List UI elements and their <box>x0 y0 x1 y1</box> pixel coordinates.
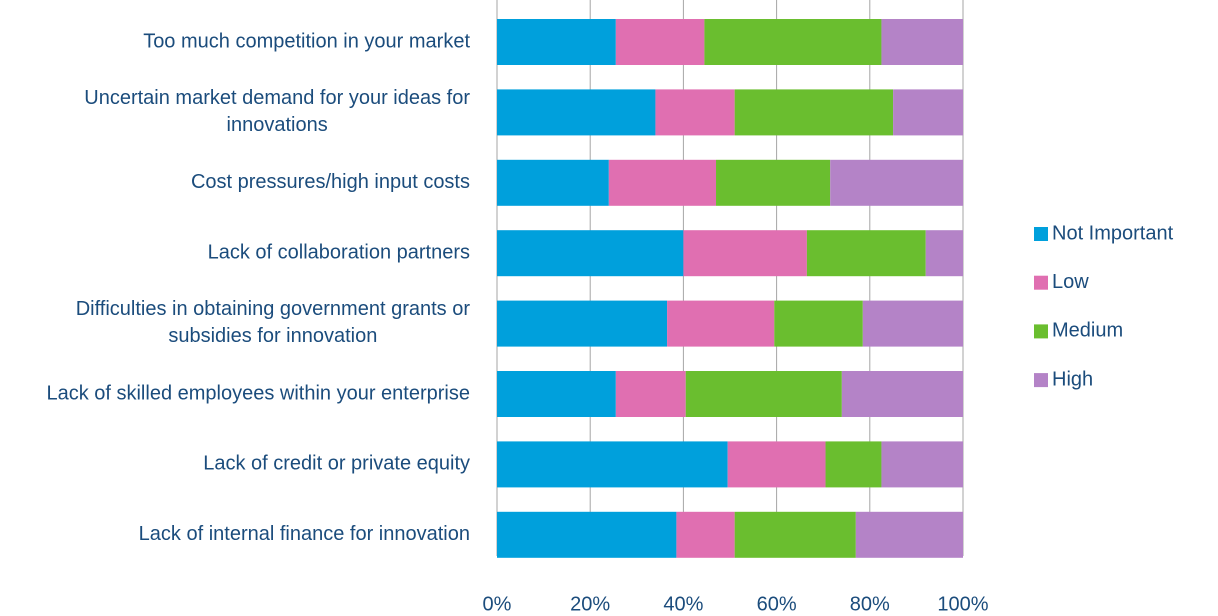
bar-segment <box>841 371 963 417</box>
y-tick-label: Lack of skilled employees within your en… <box>46 382 470 404</box>
bar-segment <box>497 89 656 136</box>
bar-segment <box>727 441 826 488</box>
bar-segment <box>734 89 894 136</box>
x-tick-label: 20% <box>570 593 610 615</box>
bar-segment <box>716 159 831 206</box>
bar-segment <box>881 441 963 488</box>
bar-segment <box>683 230 807 277</box>
legend-label: Not Important <box>1052 222 1174 244</box>
legend-label: Medium <box>1052 320 1123 342</box>
bar-segment <box>497 230 684 277</box>
y-tick-label: Too much competition in your market <box>143 30 470 52</box>
bar-segment <box>615 19 705 65</box>
bar-segment <box>893 89 963 136</box>
y-tick-label: Difficulties in obtaining government gra… <box>76 298 471 347</box>
bar-segment <box>855 511 963 558</box>
bar-segment <box>704 19 882 65</box>
x-tick-label: 40% <box>663 593 703 615</box>
bar-segment <box>734 511 856 558</box>
bar-segment <box>497 300 668 347</box>
y-tick-label: Uncertain market demand for your ideas f… <box>84 87 470 136</box>
x-tick-label: 60% <box>757 593 797 615</box>
bar-segment <box>615 371 686 417</box>
bar-segment <box>862 300 963 347</box>
bar-segment <box>825 441 882 488</box>
bar-segment <box>881 19 963 65</box>
legend-swatch <box>1034 227 1048 241</box>
y-tick-label: Lack of internal finance for innovation <box>139 523 470 545</box>
bar-segment <box>774 300 863 347</box>
x-tick-label: 80% <box>850 593 890 615</box>
x-tick-label: 0% <box>483 593 512 615</box>
y-tick-label: Lack of credit or private equity <box>203 453 470 475</box>
bar-segment <box>497 159 609 206</box>
bar-segment <box>497 511 677 558</box>
bar-segment <box>806 230 926 277</box>
legend-label: High <box>1052 368 1093 390</box>
legend-swatch <box>1034 275 1048 290</box>
legend-swatch <box>1034 373 1048 388</box>
bar-segment <box>830 159 963 206</box>
legend-label: Low <box>1052 271 1089 293</box>
bar-segment <box>925 230 963 277</box>
y-tick-label: Lack of collaboration partners <box>208 241 470 263</box>
bar-segment <box>497 441 728 488</box>
bar-segment <box>685 371 842 417</box>
x-tick-label: 100% <box>937 593 988 615</box>
bar-segment <box>497 371 616 417</box>
bar-segment <box>497 19 616 65</box>
bar-segment <box>608 159 717 206</box>
bar-segment <box>655 89 735 136</box>
y-tick-label: Cost pressures/high input costs <box>191 171 470 193</box>
legend-swatch <box>1034 324 1048 339</box>
bar-segment <box>667 300 775 347</box>
bar-segment <box>676 511 735 558</box>
